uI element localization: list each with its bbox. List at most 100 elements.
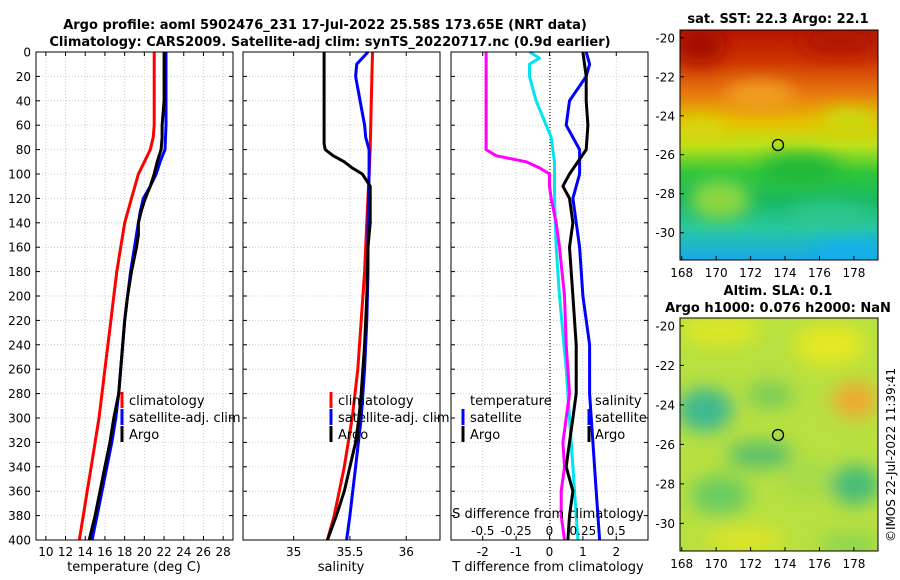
- x-tick-label: 14: [78, 545, 93, 559]
- legend-label-s-argo: Argo: [595, 428, 625, 443]
- temperature-diff-legend: temperature satellite Argo: [461, 394, 552, 443]
- temperature-ticks: 0 20 40 60 80 100 120 140 160 180 200 220 240 260 280 3…: [8, 46, 233, 559]
- map-y-tick-label: -20: [655, 31, 675, 45]
- x-tick-label: 12: [58, 545, 73, 559]
- y-tick-label: 0: [23, 46, 31, 60]
- legend-label-climatology: climatology: [129, 394, 205, 409]
- x-tick-label: -1: [510, 545, 522, 559]
- map-x-tick-label: 176: [808, 557, 831, 571]
- altimetry-title-line2: Argo h1000: 0.076 h2000: NaN: [665, 301, 891, 316]
- x2-tick-label: -0.25: [501, 524, 532, 538]
- x-tick-label: 18: [117, 545, 132, 559]
- legend-label-t-argo: Argo: [470, 428, 500, 443]
- map-y-tick-label: -24: [655, 398, 675, 412]
- salinity-legend: climatology satellite-adj. clim Argo: [329, 392, 450, 443]
- map-x-tick-label: 168: [670, 557, 693, 571]
- sst-map-frame: [679, 29, 879, 261]
- map-y-tick-label: -30: [655, 226, 675, 240]
- legend-label-satellite: satellite-adj. clim: [338, 411, 450, 426]
- difference-xlabel: T difference from climatology: [451, 560, 644, 575]
- y-tick-label: 100: [8, 168, 31, 182]
- temperature-legend: climatology satellite-adj. clim Argo: [120, 392, 241, 443]
- temperature-grid: [36, 51, 233, 541]
- map-x-tick-label: 176: [808, 266, 831, 280]
- y-tick-label: 80: [16, 143, 31, 157]
- y-tick-label: 140: [8, 216, 31, 230]
- figure-title-line1: Argo profile: aoml 5902476_231 17-Jul-20…: [63, 18, 587, 33]
- series-line-climatology: [325, 51, 374, 541]
- sst-map-image: [680, 30, 878, 260]
- difference-series: [484, 50, 602, 541]
- salinity-panel: 35 35.5 36 salinity climatology satellite-…: [242, 50, 450, 575]
- map-x-tick-label: 172: [739, 557, 762, 571]
- legend-label-argo: Argo: [129, 428, 159, 443]
- temperature-panel: 0 20 40 60 80 100 120 140 160 180 200 220 240 260 280 3…: [8, 46, 241, 576]
- series-line-s-argo: [561, 51, 590, 541]
- map-x-tick-label: 178: [842, 266, 865, 280]
- map-y-tick-label: -28: [655, 477, 675, 491]
- temperature-plot-frame: [36, 52, 233, 540]
- salinity-series: [322, 50, 374, 541]
- map-y-tick-label: -26: [655, 438, 675, 452]
- y-tick-label: 300: [8, 412, 31, 426]
- salinity-grid: [243, 51, 440, 541]
- series-line-t-argo: [484, 52, 571, 541]
- sst-map-ticks: 168 170 172 174 176 178 -20 -22 -24 -26 -28 -30: [655, 31, 865, 280]
- x2-tick-label: 0.25: [570, 524, 597, 538]
- x2-tick-label: 0: [546, 524, 554, 538]
- legend-title-temperature: temperature: [470, 394, 552, 409]
- legend-label-climatology: climatology: [338, 394, 414, 409]
- y-tick-label: 240: [8, 338, 31, 352]
- series-line-climatology: [77, 52, 156, 541]
- series-line-satellite-adj-clim: [345, 50, 371, 541]
- y-tick-label: 400: [8, 534, 31, 548]
- series-line-t-satellite: [528, 50, 580, 541]
- salinity-xlabel: salinity: [318, 560, 365, 575]
- x-tick-label: 20: [137, 545, 152, 559]
- legend-label-t-satellite: satellite: [470, 411, 522, 426]
- y-tick-label: 60: [16, 119, 31, 133]
- difference-panel: -2 -1 0 1 2 -0.5 -0.25 0 0.25 0.5 T difference fr…: [450, 50, 649, 575]
- y-tick-label: 200: [8, 290, 31, 304]
- x-tick-label: 35.5: [337, 545, 364, 559]
- series-line-argo: [322, 52, 372, 541]
- y-tick-label: 340: [8, 460, 31, 474]
- x2-tick-label: 0.5: [607, 524, 626, 538]
- y-tick-label: 160: [8, 241, 31, 255]
- y-tick-label: 120: [8, 192, 31, 206]
- map-y-tick-label: -30: [655, 517, 675, 531]
- x-tick-label: 35: [286, 545, 301, 559]
- map-x-tick-label: 172: [739, 266, 762, 280]
- salinity-diff-legend: salinity satellite Argo: [587, 394, 647, 443]
- y-tick-label: 380: [8, 509, 31, 523]
- temperature-series: [77, 52, 168, 541]
- argo-location-marker: [771, 428, 785, 442]
- legend-label-s-satellite: satellite: [595, 411, 647, 426]
- x-tick-label: 1: [579, 545, 587, 559]
- map-y-tick-label: -24: [655, 109, 675, 123]
- difference-x2label: S difference from climatology: [452, 507, 644, 522]
- y-tick-label: 320: [8, 436, 31, 450]
- map-y-tick-label: -28: [655, 187, 675, 201]
- y-tick-label: 280: [8, 387, 31, 401]
- map-x-tick-label: 168: [670, 266, 693, 280]
- y-tick-label: 40: [16, 94, 31, 108]
- altimetry-map-panel: Altim. SLA: 0.1 Argo h1000: 0.076 h2000:…: [655, 284, 890, 571]
- map-x-tick-label: 178: [842, 557, 865, 571]
- map-x-tick-label: 170: [705, 557, 728, 571]
- argo-location-marker: [771, 138, 785, 152]
- y-tick-label: 260: [8, 363, 31, 377]
- x-tick-label: 10: [38, 545, 53, 559]
- y-tick-label: 220: [8, 314, 31, 328]
- x-tick-label: 26: [196, 545, 211, 559]
- salinity-ticks: 35 35.5 36: [243, 51, 440, 559]
- map-y-tick-label: -22: [655, 359, 675, 373]
- y-tick-label: 360: [8, 485, 31, 499]
- sst-map-title: sat. SST: 22.3 Argo: 22.1: [687, 12, 868, 27]
- map-x-tick-label: 170: [705, 266, 728, 280]
- legend-title-salinity: salinity: [595, 394, 642, 409]
- x-tick-label: 24: [176, 545, 191, 559]
- figure-title-line2: Climatology: CARS2009. Satellite-adj cli…: [49, 35, 610, 50]
- map-y-tick-label: -26: [655, 148, 675, 162]
- x-tick-label: 22: [156, 545, 171, 559]
